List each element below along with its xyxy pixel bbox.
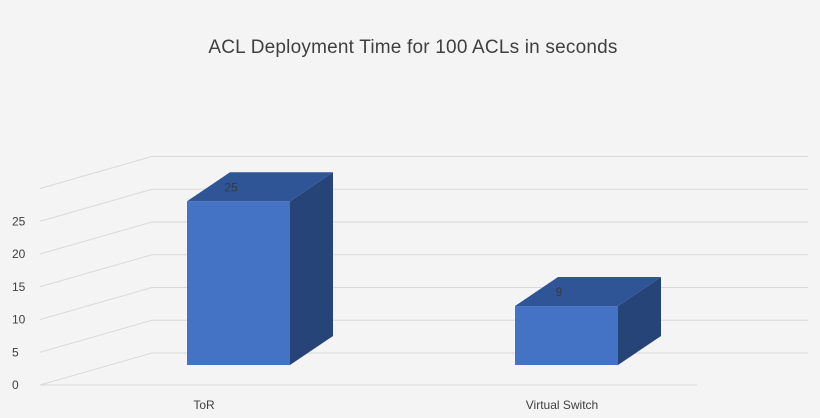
data-label: 25 (224, 180, 238, 194)
bar-side (618, 277, 661, 365)
bar-top (187, 172, 333, 202)
y-tick-label: 20 (12, 247, 26, 261)
bar-top (515, 277, 661, 307)
bar-side (290, 172, 333, 365)
gridline-side (39, 287, 153, 320)
category-label: ToR (193, 398, 215, 412)
bar-front (515, 306, 618, 365)
gridline-side (39, 352, 153, 386)
bar-front (187, 201, 290, 365)
y-tick-label: 25 (12, 214, 26, 228)
y-tick-label: 10 (12, 313, 26, 327)
gridline-side (39, 156, 153, 189)
data-label: 9 (556, 285, 563, 299)
y-tick-label: 5 (12, 345, 19, 359)
category-label: Virtual Switch (526, 398, 598, 412)
gridline-side (39, 188, 153, 222)
chart-title: ACL Deployment Time for 100 ACLs in seco… (208, 37, 618, 58)
y-tick-label: 0 (12, 378, 19, 392)
y-tick-label: 15 (12, 280, 26, 294)
gridline-side (39, 221, 153, 255)
gridline-side (39, 254, 153, 288)
gridline-side (39, 319, 153, 353)
